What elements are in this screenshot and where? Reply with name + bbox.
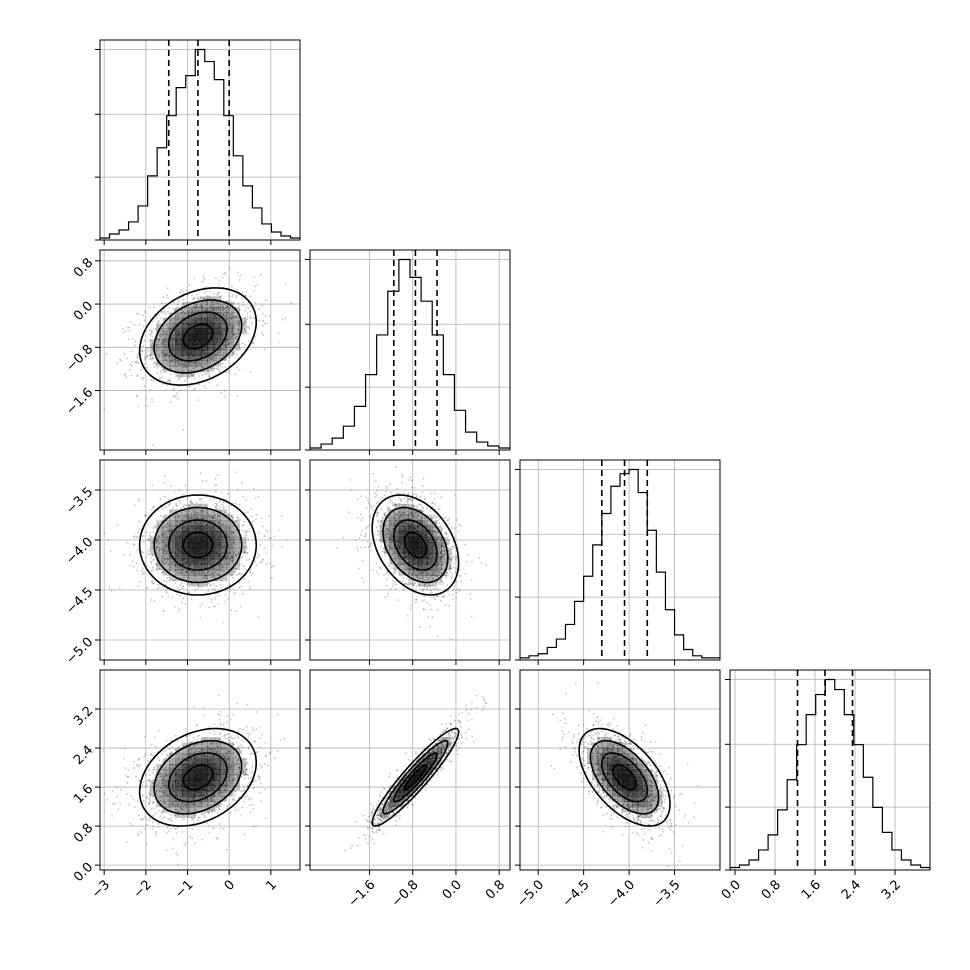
contour-line [600,752,649,803]
grid [310,250,510,450]
contour-line [138,287,257,386]
histogram-panel-2 [305,249,511,455]
x-tick-label: −4.5 [560,877,593,910]
contour-line [153,740,243,815]
x-tick-label: −3.5 [651,877,684,910]
panel-frame [99,669,301,871]
histogram-steps [100,48,300,240]
contour-line [182,764,214,791]
panel-frame [99,39,301,241]
scatter-panel-3-1: −5.0 −4.5 −4.0 −3.5 [63,459,301,668]
y-tick-label: −4.0 [63,535,96,568]
x-tick-label: −0.8 [389,877,422,910]
panel-frame [519,669,721,871]
histogram-panel-1 [95,39,301,245]
panel-frame [99,249,301,451]
contour-line [182,323,214,350]
x-tick-label: 0.0 [440,877,465,902]
contour-line [153,299,243,374]
contour-line [382,739,449,815]
x-tick-label: −1 [172,877,196,901]
contour-line [612,764,637,791]
contour-line [167,519,228,571]
panel-frame [309,249,511,451]
y-tick-label: −3.5 [63,485,96,518]
density-blocks [587,737,663,818]
scatter-panel-3-2 [305,459,511,665]
contour-line [371,494,460,596]
panel-frame [99,459,301,661]
histogram-steps [730,678,930,870]
contour-line [182,531,214,559]
scatter-panel-4-1: 0.0 0.8 1.6 2.4 3.2 −3 −2 −1 0 1 [71,669,301,902]
contour-line [168,311,228,362]
y-tick-label: 3.2 [71,704,96,729]
x-tick-label: −5.0 [514,877,547,910]
histogram-steps [520,468,720,660]
contour-line [138,494,258,596]
panel-frame [309,459,511,661]
contour-line [578,727,671,827]
panel-frame [729,669,931,871]
density-blocks [149,503,247,587]
scatter-panel-2-1: −1.6 −0.8 0.0 0.8 [63,249,301,455]
x-tick-label: 1 [263,877,279,893]
y-tick-label: 0.0 [71,860,96,885]
histogram-panel-4: 0.0 0.8 1.6 2.4 3.2 [719,669,931,903]
x-tick-label: −3 [89,877,113,901]
histogram-steps [310,258,510,450]
contour-line [392,752,438,803]
histogram-panel-3 [515,459,721,665]
contour-line [403,531,427,559]
x-tick-label: 0.0 [719,877,744,902]
y-tick-label: −1.6 [63,385,96,418]
x-tick-label: 0.8 [483,877,508,902]
grid [520,460,720,660]
y-tick-label: −5.0 [63,635,96,668]
y-tick-label: 0.0 [71,299,96,324]
x-tick-label: 2.4 [839,877,864,902]
scatter-panel-4-2: −1.6 −0.8 0.0 0.8 [305,669,511,910]
x-tick-label: −2 [131,877,155,901]
contour-line [153,506,243,584]
x-tick-label: 0 [222,877,238,893]
y-tick-label: 2.4 [71,743,96,768]
y-tick-label: −4.5 [63,585,96,618]
contour-line [371,727,460,827]
grid [100,40,300,240]
y-tick-label: 1.6 [71,782,96,807]
y-tick-label: 0.8 [71,256,96,281]
panel-frame [309,669,511,871]
density-blocks [379,737,452,818]
y-tick-label: −0.8 [63,342,96,375]
panel-frame [519,459,721,661]
x-tick-label: −4.0 [605,877,638,910]
grid [730,670,930,870]
scatter-panel-4-3: −5.0 −4.5 −4.0 −3.5 [514,669,721,910]
y-tick-label: 0.8 [71,821,96,846]
x-tick-label: 1.6 [799,877,824,902]
contour-line [392,519,438,571]
contour-line [403,764,427,791]
contour-line [382,506,449,584]
x-tick-label: −1.6 [346,877,379,910]
x-tick-label: 0.8 [759,877,784,902]
contour-line [589,739,660,815]
x-tick-label: 3.2 [879,877,904,902]
contour-line [138,727,257,827]
contour-line [168,752,228,803]
